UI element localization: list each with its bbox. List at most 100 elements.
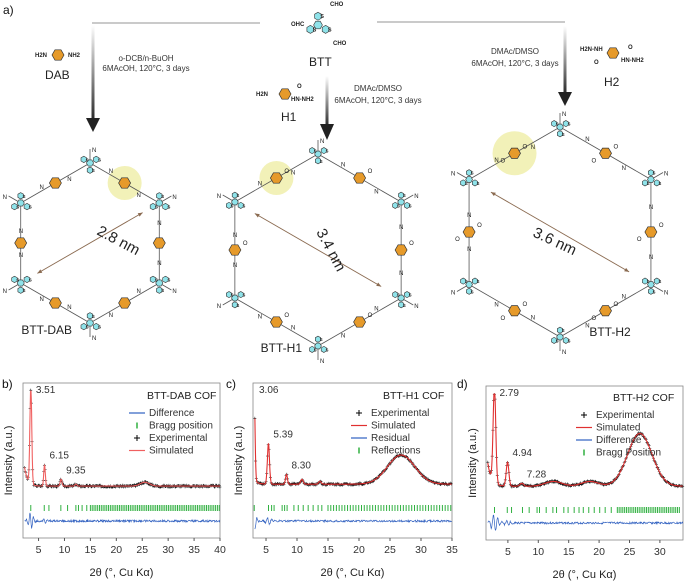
plot-frame bbox=[22, 382, 221, 539]
btt-node: SSS bbox=[80, 312, 101, 331]
legend-item: Simulated bbox=[576, 423, 640, 434]
benzene-core bbox=[397, 198, 405, 206]
pxrd-chart-btt-h2: 2.79 4.94 7.28 5 10 15 20 25 30 2θ (°, Cu Kα) Inte… bbox=[467, 385, 685, 581]
legend-label: Difference bbox=[596, 435, 642, 446]
nitrogen-atom: N bbox=[3, 289, 7, 295]
pxrd-chart-btt-h1: 3.06 5.39 8.30 5 10 15 20 25 30 35 2θ (°, Cu Kα) In… bbox=[233, 382, 458, 579]
linker-benzene bbox=[394, 244, 408, 256]
sulfur-atom: S bbox=[320, 337, 323, 342]
x-axis-title: 2θ (°, Cu Kα) bbox=[553, 569, 617, 581]
nitrogen-atom: N bbox=[399, 225, 403, 231]
benzene-core bbox=[313, 20, 323, 30]
sulfur-atom: S bbox=[242, 203, 245, 208]
thiophene-ring bbox=[149, 203, 157, 211]
arrowhead bbox=[624, 267, 630, 272]
sulfur-atom: S bbox=[237, 303, 240, 308]
nitrogen-atom: N bbox=[585, 323, 589, 329]
sulfur-atom: S bbox=[465, 279, 468, 284]
nitrogen-atom: N bbox=[233, 233, 237, 239]
framework-label-btt-dab: BTT-DAB bbox=[21, 323, 72, 337]
sulfur-atom: S bbox=[29, 205, 32, 210]
sulfur-atom: S bbox=[653, 171, 656, 176]
benzene-core bbox=[231, 198, 239, 206]
arrowhead bbox=[376, 282, 382, 287]
thiophene-ring bbox=[392, 201, 399, 209]
nitrogen-atom: N bbox=[136, 289, 140, 295]
nitrogen-atom: N bbox=[664, 291, 668, 297]
x-tick-label: 10 bbox=[291, 544, 303, 556]
x-tick-label: 25 bbox=[624, 546, 636, 558]
legend-plus-icon bbox=[356, 410, 362, 416]
thiophene-ring bbox=[23, 203, 31, 211]
nitrogen-atom: N bbox=[217, 304, 221, 310]
h1-group-oxygen: O bbox=[297, 84, 302, 90]
legend-item: Difference bbox=[129, 408, 195, 419]
sulfur-atom: S bbox=[397, 293, 400, 298]
sulfur-atom: S bbox=[403, 193, 406, 198]
nitrogen-atom: N bbox=[562, 112, 566, 118]
btt-group-left: OHC bbox=[291, 22, 305, 28]
sulfur-atom: S bbox=[161, 194, 164, 199]
sulfur-atom: S bbox=[659, 279, 662, 284]
btt-node: SSS bbox=[642, 169, 662, 187]
sulfur-atom: S bbox=[397, 203, 400, 208]
x-axis-title: 2θ (°, Cu Kα) bbox=[90, 567, 154, 579]
h2-molecule: H2N-NH O O HN-NH2 bbox=[580, 45, 644, 66]
legend-item: Experimental bbox=[134, 433, 207, 444]
linker-benzene bbox=[644, 226, 658, 238]
linker-benzene bbox=[508, 305, 521, 317]
arrowhead bbox=[137, 212, 143, 217]
oxygen-atom: O bbox=[409, 241, 414, 247]
btt-node: SSS bbox=[392, 191, 412, 209]
sulfur-atom: S bbox=[29, 277, 32, 282]
thiophene-ring bbox=[156, 286, 163, 294]
btt-group-bottom: CHO bbox=[333, 41, 347, 47]
thiophene-ring bbox=[556, 130, 564, 138]
legend-label: Bragg Position bbox=[596, 448, 661, 459]
thiophene-ring bbox=[23, 275, 31, 283]
sulfur-atom: S bbox=[86, 157, 89, 162]
benzene-core bbox=[86, 319, 94, 327]
h2-conditions-solvent: DMAc/DMSO bbox=[491, 47, 539, 56]
benzene-core bbox=[465, 281, 473, 288]
x-tick-label: 25 bbox=[136, 544, 148, 556]
nitrogen-atom: N bbox=[414, 194, 418, 200]
pore-size-btt-dab: 2.8 nm bbox=[94, 223, 142, 260]
oxygen-atom: O bbox=[659, 223, 664, 229]
benzene-core bbox=[314, 342, 322, 350]
nitrogen-atom: N bbox=[291, 326, 295, 332]
btt-node: SSS bbox=[306, 11, 332, 34]
nitrogen-atom: N bbox=[258, 182, 262, 188]
x-tick-label: 30 bbox=[415, 544, 427, 556]
thiophene-ring bbox=[642, 179, 649, 187]
oxygen-atom: O bbox=[284, 313, 289, 319]
thiophene-ring bbox=[562, 120, 569, 128]
x-tick-label: 5 bbox=[36, 544, 42, 556]
difference-curve bbox=[487, 514, 684, 531]
linker-benzene bbox=[599, 147, 612, 159]
thiophene-ring bbox=[17, 192, 24, 200]
framework-label-btt-h2: BTT-H2 bbox=[589, 325, 631, 339]
chart-title: BTT-DAB COF bbox=[147, 390, 216, 402]
simulated-curve bbox=[254, 418, 452, 485]
x-tick-label: 20 bbox=[353, 544, 365, 556]
dab-conditions-solvent: o-DCB/n-BuOH bbox=[118, 54, 173, 63]
x-tick-label: 30 bbox=[162, 544, 174, 556]
sulfur-atom: S bbox=[231, 203, 234, 208]
sulfur-atom: S bbox=[314, 149, 317, 154]
nitrogen-atom: N bbox=[451, 291, 455, 297]
plot-frame bbox=[485, 385, 684, 541]
nitrogen-atom: N bbox=[531, 315, 535, 321]
thiophene-ring bbox=[551, 120, 558, 128]
x-tick-label: 35 bbox=[188, 544, 200, 556]
nitrogen-atom: N bbox=[136, 193, 140, 199]
sulfur-atom: S bbox=[86, 325, 89, 330]
sulfur-atom: S bbox=[465, 181, 468, 186]
sulfur-atom: S bbox=[556, 122, 559, 127]
linker-benzene bbox=[269, 172, 283, 184]
panel-label-a: a) bbox=[3, 3, 14, 17]
